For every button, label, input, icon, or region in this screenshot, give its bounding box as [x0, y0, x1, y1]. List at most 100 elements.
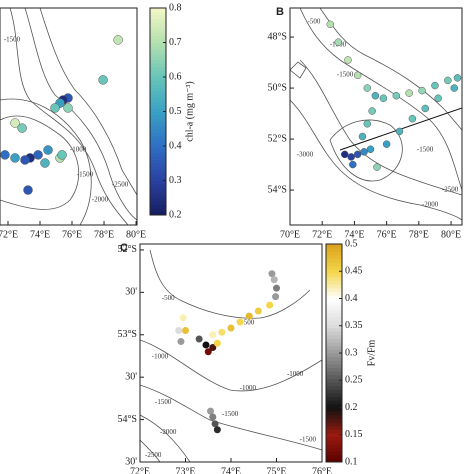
- colorbar-cell: [326, 418, 342, 423]
- point: [40, 158, 50, 168]
- colorbar-tick-label: 0.45: [345, 266, 363, 277]
- colorbar-cell: [150, 208, 166, 213]
- contour-label: -2500: [145, 451, 162, 459]
- point: [326, 20, 335, 29]
- point: [444, 76, 452, 85]
- colorbar-label: chl-a (mg m⁻³): [184, 81, 195, 141]
- colorbar-cell: [326, 382, 342, 387]
- x-tick-label: 75°E: [266, 466, 286, 474]
- point: [405, 89, 413, 97]
- colorbar-tick-label: 0.8: [169, 2, 182, 13]
- colorbar-cell: [326, 454, 342, 459]
- colorbar-cell: [326, 345, 342, 350]
- point: [395, 127, 404, 136]
- point: [204, 348, 212, 356]
- colorbar-cell: [150, 25, 166, 30]
- colorbar-cell: [150, 194, 166, 199]
- colorbar-tick-label: 0.1: [345, 456, 358, 467]
- y-tick-label: 53°S: [117, 329, 137, 340]
- colorbar-cell: [150, 94, 166, 99]
- point: [353, 150, 362, 159]
- x-tick-label: 78°E: [409, 229, 429, 240]
- colorbar-cell: [150, 28, 166, 33]
- x-tick-label: 73°E: [175, 466, 195, 474]
- x-tick-label: 80°E: [441, 229, 461, 240]
- colorbar-cell: [326, 254, 342, 260]
- colorbar-cell: [150, 77, 166, 81]
- colorbar-cell: [326, 342, 342, 347]
- point: [186, 339, 194, 347]
- colorbar-cell: [326, 407, 342, 412]
- x-tick-label: 72°E: [0, 229, 18, 240]
- contour-label: -2500: [112, 181, 129, 189]
- contour-label: -2000: [160, 428, 177, 436]
- colorbar-cell: [150, 8, 166, 12]
- point: [63, 103, 73, 113]
- point: [382, 140, 391, 148]
- point: [43, 145, 53, 155]
- point: [177, 338, 185, 346]
- point: [453, 74, 462, 82]
- colorbar-cell: [326, 371, 342, 376]
- point: [334, 38, 343, 46]
- colorbar-cell: [150, 104, 166, 109]
- colorbar-tick-label: 0.4: [345, 293, 358, 304]
- contours-b: [290, 8, 462, 221]
- x-tick-label: 78°E: [94, 229, 114, 240]
- colorbar-tick-label: 0.5: [345, 238, 358, 249]
- point: [213, 339, 221, 347]
- colorbar-cell: [150, 114, 166, 119]
- point: [211, 420, 219, 428]
- contours-c: [140, 249, 322, 462]
- point: [371, 91, 380, 100]
- colorbar-cell: [326, 309, 342, 314]
- colorbar-cell: [326, 389, 342, 394]
- x-tick-label: 76°E: [377, 229, 397, 240]
- colorbar-cell: [150, 101, 166, 106]
- point: [392, 91, 401, 100]
- colorbar-cell: [326, 338, 342, 343]
- point: [0, 150, 10, 160]
- contour-label: -1000: [70, 146, 87, 154]
- colorbar-cell: [150, 163, 166, 168]
- colorbar-cell: [326, 294, 342, 299]
- colorbar-cell: [326, 251, 342, 256]
- point: [113, 35, 123, 45]
- point: [360, 148, 368, 156]
- colorbar-cell: [326, 429, 342, 434]
- colorbar-cell: [150, 80, 166, 85]
- colorbar-cell: [326, 425, 342, 430]
- colorbar-cell: [326, 349, 342, 354]
- point: [421, 104, 430, 113]
- point: [195, 335, 203, 343]
- colorbar-cell: [326, 334, 342, 339]
- colorbar-cell: [150, 108, 166, 112]
- colorbar-cell: [150, 39, 166, 43]
- point: [17, 123, 27, 133]
- contour-label: -1500: [337, 71, 354, 79]
- colorbar-tick-label: 0.5: [169, 106, 182, 117]
- x-tick-label: 76°E: [312, 466, 332, 474]
- point: [23, 185, 33, 195]
- colorbar-cell: [326, 443, 342, 448]
- y-tick-label: 30': [125, 287, 137, 298]
- colorbar-cell: [150, 49, 166, 54]
- point: [213, 426, 221, 434]
- point: [272, 293, 280, 301]
- contour-label: -3000: [297, 150, 314, 158]
- colorbar-cell: [150, 173, 166, 178]
- panel-label: C: [120, 242, 128, 254]
- colorbar-cell: [326, 298, 342, 303]
- colorbar-cell: [150, 118, 166, 123]
- colorbar-cell: [150, 70, 166, 75]
- colorbar-cell: [150, 87, 166, 92]
- point: [273, 284, 280, 292]
- point: [207, 407, 215, 415]
- colorbar-cell: [150, 63, 166, 68]
- contour-label: -2500: [442, 186, 459, 194]
- point: [431, 81, 439, 90]
- colorbar-cell: [326, 414, 342, 419]
- colorbar-cell: [150, 66, 166, 71]
- colorbar-cell: [326, 244, 342, 249]
